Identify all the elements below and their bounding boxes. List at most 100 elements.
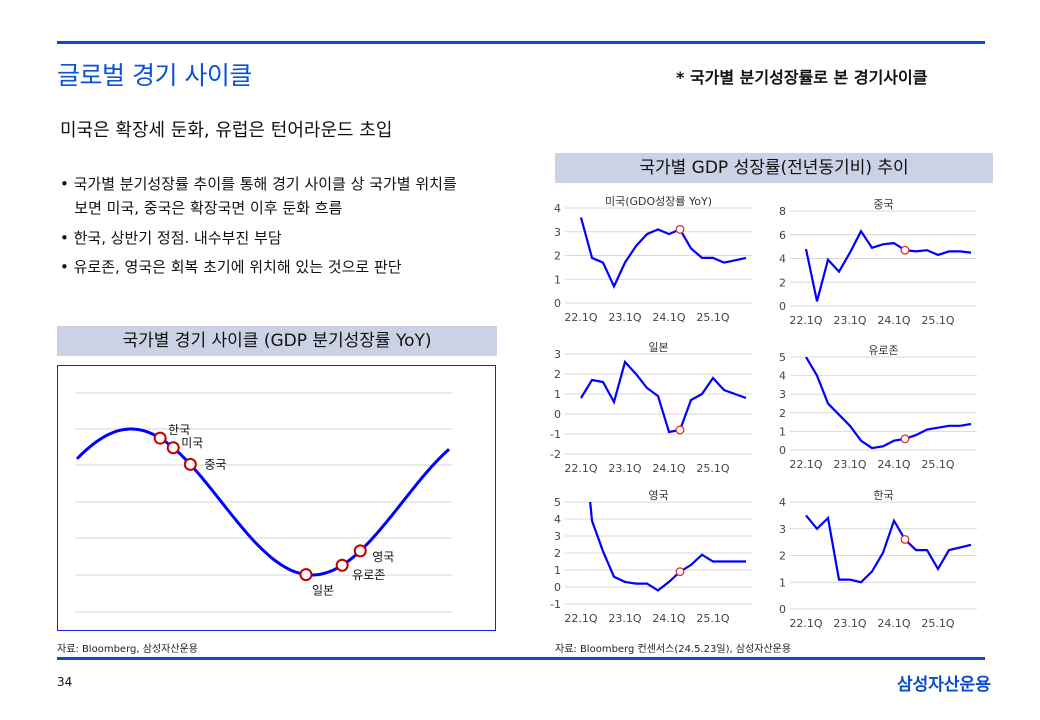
y-tick-label: 5	[779, 351, 786, 364]
y-tick-label: 4	[779, 370, 786, 383]
bottom-rule	[57, 657, 985, 660]
y-tick-label: 1	[554, 564, 561, 577]
cycle-marker-label: 일본	[312, 584, 334, 598]
y-tick-label: 3	[554, 226, 561, 239]
y-tick-label: 8	[779, 205, 786, 218]
chart-title: 일본	[648, 340, 668, 354]
x-tick-label: 24.1Q	[877, 458, 910, 471]
x-tick-label: 25.1Q	[696, 462, 729, 475]
y-tick-label: 1	[779, 425, 786, 438]
x-tick-label: 25.1Q	[696, 311, 729, 324]
gdp-chart-header: 국가별 GDP 성장률(전년동기비) 추이	[555, 153, 993, 183]
y-tick-label: 3	[779, 388, 786, 401]
gdp-chart-1: 0 1 2 3 4 22.1Q 23.1Q 24.1Q 25.1Q 미국(GDO성장률 YoY)	[554, 195, 752, 324]
x-tick-label: 23.1Q	[833, 458, 866, 471]
cycle-marker	[335, 558, 349, 572]
series-line	[805, 514, 972, 584]
y-tick-label: 0	[779, 444, 786, 457]
x-tick-label: 24.1Q	[652, 462, 685, 475]
x-tick-label: 22.1Q	[789, 617, 822, 630]
y-tick-label: 1	[554, 273, 561, 286]
chart-title: 한국	[873, 489, 893, 502]
bullet-2: • 한국, 상반기 정점. 내수부진 부담	[60, 229, 282, 247]
x-tick-label: 24.1Q	[652, 612, 685, 625]
y-tick-label: 2	[554, 547, 561, 560]
y-tick-label: 0	[554, 581, 561, 594]
cycle-marker	[299, 568, 313, 582]
cycle-marker	[353, 544, 367, 558]
x-tick-label: 24.1Q	[877, 617, 910, 630]
y-tick-label: 0	[779, 300, 786, 313]
gdp-chart-4: 0 1 2 3 4 5 22.1Q 23.1Q 24.1Q 25.1Q 유로존	[779, 344, 977, 471]
y-tick-label: 2	[779, 276, 786, 289]
series-line	[804, 229, 972, 302]
y-tick-label: 4	[554, 513, 561, 526]
header-note: * 국가별 분기성장률로 본 경기사이클	[676, 68, 928, 87]
cycle-marker-label: 영국	[372, 550, 394, 564]
y-tick-label: 2	[779, 550, 786, 563]
highlight-marker	[675, 224, 685, 234]
x-tick-label: 22.1Q	[789, 314, 822, 327]
y-tick-label: 2	[779, 407, 786, 420]
highlight-marker	[675, 567, 685, 577]
x-tick-label: 22.1Q	[564, 311, 597, 324]
y-tick-label: 4	[779, 496, 786, 509]
x-tick-label: 22.1Q	[564, 462, 597, 475]
y-tick-label: 3	[554, 530, 561, 543]
chart-title: 중국	[873, 198, 893, 211]
page-title: 글로벌 경기 사이클	[57, 61, 252, 90]
cycle-marker-label: 한국	[168, 423, 190, 437]
right-source: 자료: Bloomberg 컨센서스(24.5.23일), 삼성자산운용	[555, 644, 792, 655]
y-tick-label: 4	[779, 253, 786, 266]
series-line	[580, 359, 747, 434]
cycle-chart-header: 국가별 경기 사이클 (GDP 분기성장률 YoY)	[57, 326, 497, 356]
y-tick-label: -2	[550, 448, 561, 461]
cycle-marker-label: 미국	[181, 436, 203, 450]
subtitle: 미국은 확장세 둔화, 유럽은 턴어라운드 초입	[60, 120, 393, 141]
x-tick-label: 23.1Q	[833, 314, 866, 327]
y-tick-label: -1	[550, 598, 561, 611]
series-line	[805, 357, 972, 450]
top-rule	[57, 41, 985, 44]
cycle-marker	[183, 457, 197, 471]
cycle-marker	[153, 431, 167, 445]
cycle-marker-label: 유로존	[352, 568, 385, 582]
x-tick-label: 25.1Q	[696, 612, 729, 625]
chart-title: 영국	[648, 489, 668, 502]
x-tick-label: 25.1Q	[921, 617, 954, 630]
bullet-1: • 국가별 분기성장률 추이를 통해 경기 사이클 상 국가별 위치를	[60, 175, 457, 193]
highlight-marker	[675, 425, 685, 435]
x-tick-label: 25.1Q	[921, 314, 954, 327]
x-tick-label: 23.1Q	[608, 612, 641, 625]
gdp-chart-6: 0 1 2 3 4 22.1Q 23.1Q 24.1Q 25.1Q 한국	[779, 489, 977, 630]
gdp-chart-5: -1 0 1 2 3 4 5 22.1Q 23.1Q 24.1Q 25.1Q 영국	[550, 489, 752, 625]
left-source: 자료: Bloomberg, 삼성자산운용	[57, 644, 198, 655]
chart-title: 미국(GDO성장률 YoY)	[605, 195, 712, 208]
page-number: 34	[57, 675, 73, 689]
x-tick-label: 24.1Q	[652, 311, 685, 324]
x-tick-label: 22.1Q	[564, 612, 597, 625]
y-tick-label: 5	[554, 496, 561, 509]
series-line	[579, 217, 747, 290]
cycle-marker-label: 중국	[204, 457, 226, 471]
x-tick-label: 25.1Q	[921, 458, 954, 471]
y-tick-label: -1	[550, 428, 561, 441]
highlight-marker	[900, 535, 910, 544]
bullet-1-cont: 보면 미국, 중국은 확장국면 이후 둔화 흐름	[60, 199, 343, 217]
highlight-marker	[900, 434, 910, 444]
y-tick-label: 0	[554, 408, 561, 421]
x-tick-label: 23.1Q	[608, 311, 641, 324]
gdp-chart-2: 0 2 4 6 8 22.1Q 23.1Q 24.1Q 25.1Q 중국	[779, 198, 977, 327]
cycle-marker	[166, 441, 180, 455]
y-tick-label: 1	[779, 576, 786, 589]
x-tick-label: 23.1Q	[833, 617, 866, 630]
company-logo: 삼성자산운용	[897, 675, 991, 695]
y-tick-label: 4	[554, 202, 561, 215]
x-tick-label: 24.1Q	[877, 314, 910, 327]
x-tick-label: 22.1Q	[789, 458, 822, 471]
chart-title: 유로존	[868, 344, 898, 357]
y-tick-label: 0	[554, 297, 561, 310]
y-tick-label: 0	[779, 603, 786, 616]
